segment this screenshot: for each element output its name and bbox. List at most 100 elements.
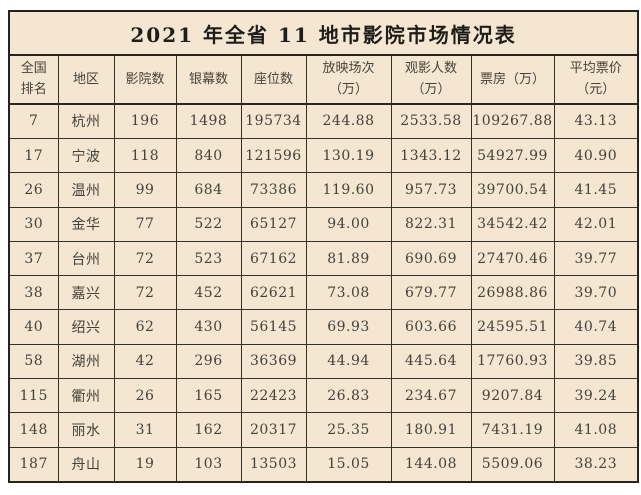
cell-avg-price: 39.77 — [553, 240, 639, 277]
cell-audience: 822.31 — [390, 206, 472, 242]
cell-screens: 840 — [175, 138, 242, 174]
cell-screens: 103 — [175, 446, 242, 483]
cell-rank: 40 — [8, 309, 59, 345]
col-header-region: 地区 — [57, 54, 115, 105]
cell-box-office: 9207.84 — [470, 378, 555, 414]
cell-region: 湖州 — [57, 343, 115, 380]
cell-cinemas: 19 — [113, 446, 177, 483]
cell-box-office: 17760.93 — [470, 343, 555, 380]
table-row: 17 宁波 118 840 121596 130.19 1343.12 5492… — [8, 138, 639, 174]
cell-box-office: 109267.88 — [470, 103, 555, 140]
cell-cinemas: 72 — [113, 275, 177, 311]
cell-seats: 20317 — [240, 412, 307, 448]
cell-screenings: 25.35 — [305, 412, 392, 448]
cell-cinemas: 118 — [113, 138, 177, 174]
cell-avg-price: 43.13 — [553, 103, 639, 140]
table-row: 187 舟山 19 103 13503 15.05 144.08 5509.06… — [8, 446, 639, 483]
cell-screenings: 73.08 — [305, 275, 392, 311]
table-row: 58 湖州 42 296 36369 44.94 445.64 17760.93… — [8, 343, 639, 380]
col-header-cinema-count: 影院数 — [113, 54, 177, 105]
cell-box-office: 24595.51 — [470, 309, 555, 345]
cell-avg-price: 39.24 — [553, 378, 639, 414]
cell-avg-price: 41.08 — [553, 412, 639, 448]
cinema-market-table: 2021 年全省 11 地市影院市场情况表 全国 排名 地区 影院数 银幕数 座… — [8, 10, 640, 483]
col-header-screenings: 放映场次 （万） — [305, 54, 392, 105]
cell-screens: 452 — [175, 275, 242, 311]
cell-cinemas: 31 — [113, 412, 177, 448]
cell-region: 绍兴 — [57, 309, 115, 345]
cell-seats: 65127 — [240, 206, 307, 242]
col-header-screen-count: 银幕数 — [175, 54, 242, 105]
cell-rank: 58 — [8, 343, 59, 380]
cell-rank: 115 — [8, 378, 59, 414]
table-row: 115 衢州 26 165 22423 26.83 234.67 9207.84… — [8, 378, 639, 414]
cell-seats: 62621 — [240, 275, 307, 311]
cell-screens: 523 — [175, 240, 242, 277]
table-row: 37 台州 72 523 67162 81.89 690.69 27470.46… — [8, 240, 639, 277]
cell-audience: 679.77 — [390, 275, 472, 311]
cell-box-office: 34542.42 — [470, 206, 555, 242]
table-row: 148 丽水 31 162 20317 25.35 180.91 7431.19… — [8, 412, 639, 448]
col-header-seat-count: 座位数 — [240, 54, 307, 105]
cell-rank: 187 — [8, 446, 59, 483]
cell-screens: 162 — [175, 412, 242, 448]
cell-region: 宁波 — [57, 138, 115, 174]
cell-rank: 37 — [8, 240, 59, 277]
cell-avg-price: 38.23 — [553, 446, 639, 483]
cell-avg-price: 39.85 — [553, 343, 639, 380]
cell-avg-price: 40.90 — [553, 138, 639, 174]
cell-screenings: 69.93 — [305, 309, 392, 345]
table-row: 40 绍兴 62 430 56145 69.93 603.66 24595.51… — [8, 309, 639, 345]
cell-screenings: 26.83 — [305, 378, 392, 414]
cell-region: 嘉兴 — [57, 275, 115, 311]
cell-avg-price: 42.01 — [553, 206, 639, 242]
cell-cinemas: 42 — [113, 343, 177, 380]
cell-seats: 73386 — [240, 172, 307, 208]
cell-screenings: 81.89 — [305, 240, 392, 277]
cell-box-office: 39700.54 — [470, 172, 555, 208]
cell-cinemas: 72 — [113, 240, 177, 277]
table-title: 2021 年全省 11 地市影院市场情况表 — [8, 10, 639, 57]
cell-audience: 957.73 — [390, 172, 472, 208]
cell-region: 温州 — [57, 172, 115, 208]
cell-screens: 684 — [175, 172, 242, 208]
cell-audience: 690.69 — [390, 240, 472, 277]
col-header-national-rank: 全国 排名 — [8, 54, 59, 105]
cell-screens: 522 — [175, 206, 242, 242]
cell-audience: 445.64 — [390, 343, 472, 380]
table-row: 26 温州 99 684 73386 119.60 957.73 39700.5… — [8, 172, 639, 208]
title-row: 2021 年全省 11 地市影院市场情况表 — [8, 10, 639, 57]
cell-rank: 30 — [8, 206, 59, 242]
cell-seats: 22423 — [240, 378, 307, 414]
cell-avg-price: 39.70 — [553, 275, 639, 311]
cell-cinemas: 99 — [113, 172, 177, 208]
cell-rank: 38 — [8, 275, 59, 311]
cell-rank: 26 — [8, 172, 59, 208]
col-header-box-office: 票房（万） — [470, 54, 555, 105]
cell-box-office: 26988.86 — [470, 275, 555, 311]
cell-screens: 165 — [175, 378, 242, 414]
cell-screenings: 119.60 — [305, 172, 392, 208]
cell-audience: 234.67 — [390, 378, 472, 414]
cell-audience: 144.08 — [390, 446, 472, 483]
cell-seats: 67162 — [240, 240, 307, 277]
cell-screenings: 94.00 — [305, 206, 392, 242]
cell-avg-price: 40.74 — [553, 309, 639, 345]
cell-region: 台州 — [57, 240, 115, 277]
cell-audience: 603.66 — [390, 309, 472, 345]
cell-box-office: 5509.06 — [470, 446, 555, 483]
cell-region: 衢州 — [57, 378, 115, 414]
cell-box-office: 27470.46 — [470, 240, 555, 277]
cell-screenings: 15.05 — [305, 446, 392, 483]
cell-rank: 7 — [8, 103, 59, 140]
table-row: 30 金华 77 522 65127 94.00 822.31 34542.42… — [8, 206, 639, 242]
cell-screens: 1498 — [175, 103, 242, 140]
table-row: 7 杭州 196 1498 195734 244.88 2533.58 1092… — [8, 103, 639, 140]
cell-seats: 36369 — [240, 343, 307, 380]
table-row: 38 嘉兴 72 452 62621 73.08 679.77 26988.86… — [8, 275, 639, 311]
cell-seats: 56145 — [240, 309, 307, 345]
cell-screenings: 44.94 — [305, 343, 392, 380]
cell-avg-price: 41.45 — [553, 172, 639, 208]
cell-box-office: 7431.19 — [470, 412, 555, 448]
